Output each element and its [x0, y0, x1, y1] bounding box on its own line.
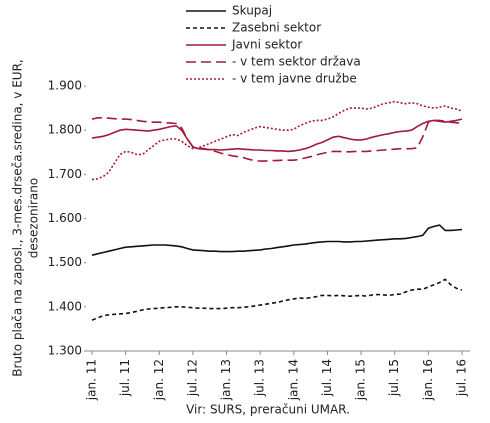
y-tick-label: 1.300	[48, 344, 82, 358]
y-tick-label: 1.900	[48, 79, 82, 93]
y-tick-label: 1.600	[48, 211, 82, 225]
x-tick-label: jan. 16	[421, 359, 435, 401]
series-line	[91, 100, 463, 181]
x-tick-label: jul. 16	[455, 359, 469, 397]
y-tick-label: 1.800	[48, 123, 82, 137]
x-tick-label: jan. 11	[85, 359, 99, 401]
series-line	[91, 278, 463, 321]
series-line	[91, 118, 463, 153]
legend-label: Zasebni sektor	[232, 21, 321, 35]
y-tick-label: 1.500	[48, 255, 82, 269]
x-tick-label: jul. 15	[387, 359, 401, 397]
y-tick-label: 1.400	[48, 299, 82, 313]
x-tick-label: jan. 13	[219, 359, 233, 401]
x-tick-label: jan. 14	[286, 359, 300, 401]
x-tick-label: jan. 15	[354, 359, 368, 401]
x-tick-label: jan. 12	[152, 359, 166, 401]
y-axis-label: desezonirano	[27, 178, 41, 258]
y-tick-label: 1.700	[48, 167, 82, 181]
legend-label: Skupaj	[232, 4, 272, 18]
x-tick-label: jul. 12	[185, 359, 199, 397]
x-tick-label: jul. 11	[118, 359, 132, 397]
x-tick-label: jul. 14	[320, 359, 334, 397]
legend-label: - v tem javne družbe	[232, 72, 357, 86]
x-tick-label: jul. 13	[253, 359, 267, 397]
y-axis-label: Bruto plača na zaposl., 3-mes.drseča.sre…	[11, 59, 25, 376]
series-line	[91, 224, 463, 256]
source-note: Vir: SURS, preračuni UMAR.	[186, 403, 350, 417]
series-line	[91, 117, 463, 162]
legend-label: Javni sektor	[231, 38, 302, 52]
legend-label: - v tem sektor država	[232, 55, 361, 69]
